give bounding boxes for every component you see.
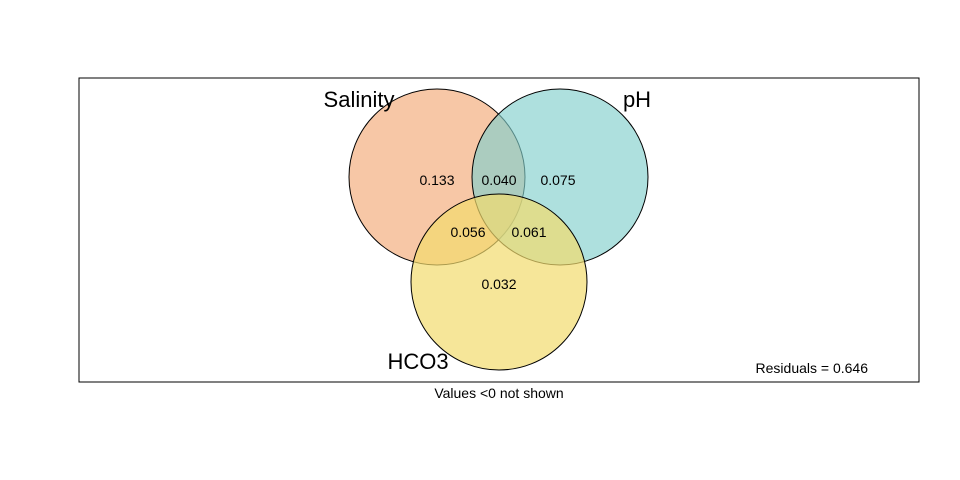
- set-label-ph: pH: [623, 87, 651, 112]
- hco3-circle: [410, 193, 588, 371]
- values-note: Values <0 not shown: [434, 385, 563, 401]
- region-salinity-ph: 0.040: [481, 172, 516, 188]
- region-salinity-hco3: 0.056: [450, 224, 485, 240]
- set-label-salinity: Salinity: [324, 87, 395, 112]
- residuals-label: Residuals = 0.646: [756, 360, 869, 376]
- region-hco3-only: 0.032: [481, 276, 516, 292]
- region-ph-hco3: 0.061: [511, 224, 546, 240]
- region-ph-only: 0.075: [540, 172, 575, 188]
- region-salinity-only: 0.133: [419, 172, 454, 188]
- set-label-hco3: HCO3: [387, 349, 448, 374]
